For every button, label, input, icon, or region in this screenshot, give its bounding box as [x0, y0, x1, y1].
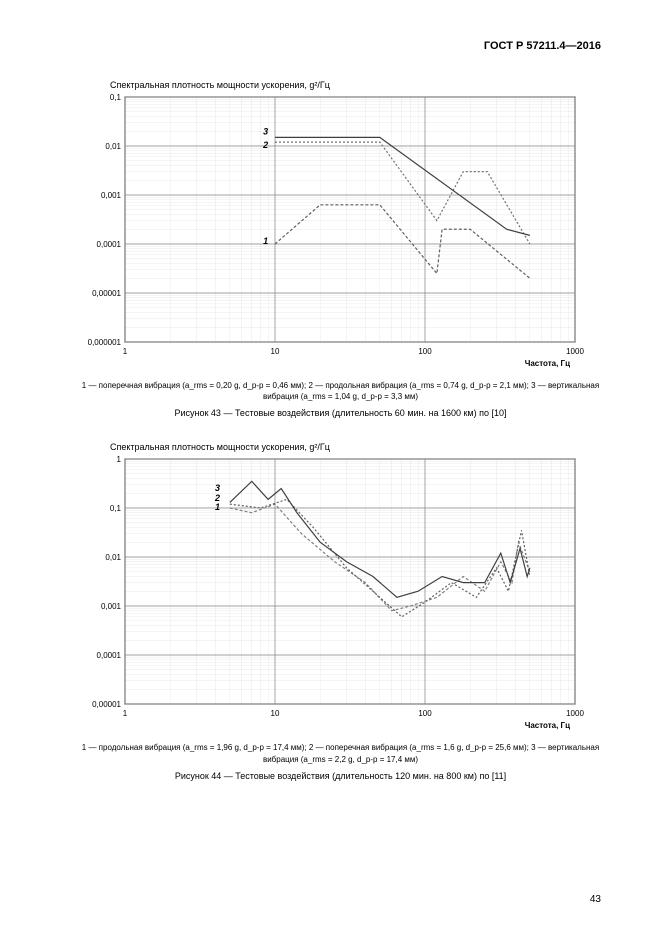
- svg-text:3: 3: [263, 127, 268, 137]
- svg-text:2: 2: [262, 140, 268, 150]
- svg-text:1: 1: [123, 347, 128, 356]
- chart-43-y-title: Спектральная плотность мощности ускорени…: [110, 80, 611, 90]
- svg-text:0,00001: 0,00001: [92, 700, 121, 709]
- chart-44-legend: 1 — продольная вибрация (a_rms = 1,96 g,…: [70, 742, 611, 764]
- svg-text:10: 10: [271, 709, 280, 718]
- svg-text:0,001: 0,001: [101, 191, 122, 200]
- chart-43-caption: Рисунок 43 — Тестовые воздействия (длите…: [70, 408, 611, 418]
- svg-text:0,00001: 0,00001: [92, 289, 121, 298]
- chart-44-block: Спектральная плотность мощности ускорени…: [70, 442, 611, 780]
- svg-text:0,1: 0,1: [110, 93, 122, 102]
- svg-text:0,001: 0,001: [101, 602, 122, 611]
- svg-text:1000: 1000: [566, 709, 584, 718]
- svg-text:10: 10: [271, 347, 280, 356]
- svg-text:1000: 1000: [566, 347, 584, 356]
- svg-text:0,01: 0,01: [105, 553, 121, 562]
- chart-44: 1 10 100 1000 0,00001 0,0001 0,001 0,01 0,1 1 Част…: [70, 454, 590, 734]
- svg-text:0,000001: 0,000001: [88, 338, 122, 347]
- chart-44-caption: Рисунок 44 — Тестовые воздействия (длите…: [70, 771, 611, 781]
- svg-text:1: 1: [117, 455, 122, 464]
- svg-text:1: 1: [123, 709, 128, 718]
- page: ГОСТ Р 57211.4—2016 Спектральная плотнос…: [0, 0, 661, 935]
- svg-text:100: 100: [418, 709, 432, 718]
- svg-text:3: 3: [215, 484, 220, 494]
- chart-43: 1 10 100 1000 0,000001 0,00001 0,0001 0,001 0,01…: [70, 92, 590, 372]
- chart-43-block: Спектральная плотность мощности ускорени…: [70, 80, 611, 418]
- svg-text:1: 1: [215, 503, 220, 513]
- page-number: 43: [590, 894, 601, 905]
- document-header: ГОСТ Р 57211.4—2016: [484, 40, 601, 52]
- svg-text:Частота, Гц: Частота, Гц: [525, 721, 570, 730]
- svg-text:2: 2: [214, 493, 220, 503]
- svg-text:1: 1: [263, 236, 268, 246]
- chart-43-legend: 1 — поперечная вибрация (a_rms = 0,20 g,…: [70, 380, 611, 402]
- svg-text:0,0001: 0,0001: [97, 651, 122, 660]
- svg-text:100: 100: [418, 347, 432, 356]
- svg-text:0,1: 0,1: [110, 504, 122, 513]
- svg-text:0,01: 0,01: [105, 142, 121, 151]
- svg-text:0,0001: 0,0001: [97, 240, 122, 249]
- chart-44-y-title: Спектральная плотность мощности ускорени…: [110, 442, 611, 452]
- svg-text:Частота, Гц: Частота, Гц: [525, 359, 570, 368]
